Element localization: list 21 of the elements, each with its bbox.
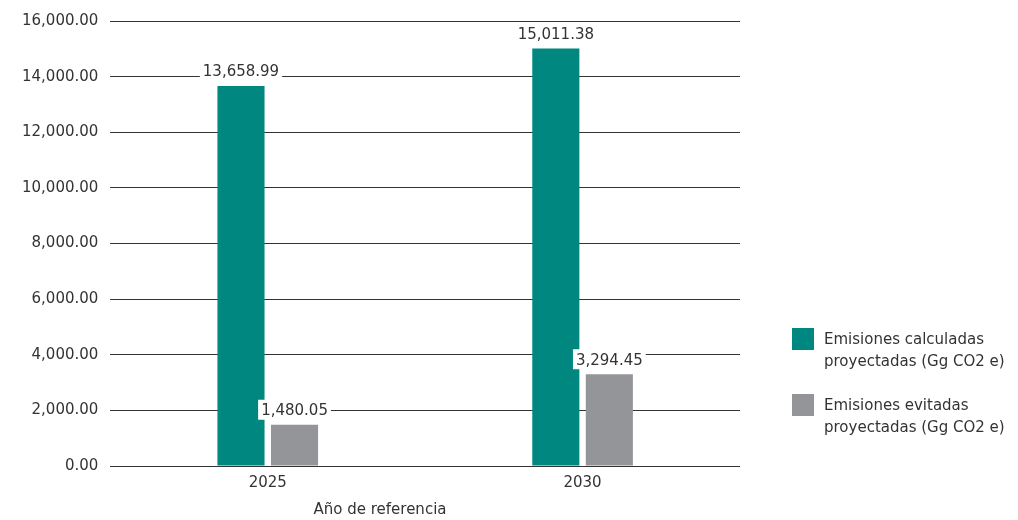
y-tick-label: 12,000.00 [22, 122, 99, 141]
y-tick-label: 6,000.00 [31, 289, 99, 308]
y-tick-label: 0.00 [64, 455, 99, 474]
legend-label: Emisiones calculadas proyectadas (Gg CO2 e) [824, 329, 1006, 372]
y-tick-label: 4,000.00 [31, 344, 99, 363]
y-tick-label: 14,000.00 [22, 66, 99, 85]
legend-label: Emisiones evitadas proyectadas (Gg CO2 e) [824, 395, 1006, 438]
x-tick-label: 2030 [563, 472, 602, 491]
bar [270, 424, 319, 466]
y-tick-label: 10,000.00 [22, 177, 99, 196]
y-tick-label: 16,000.00 [22, 10, 99, 29]
bar [585, 374, 633, 466]
data-label: 15,011.38 [517, 24, 594, 43]
data-label: 3,294.45 [575, 350, 643, 369]
bar [217, 86, 265, 466]
y-tick-label: 2,000.00 [31, 400, 99, 419]
data-label: 1,480.05 [261, 401, 328, 420]
data-label: 13,658.99 [202, 62, 280, 81]
y-tick-label: 8,000.00 [31, 233, 99, 252]
x-axis-title: Año de referencia [312, 500, 448, 518]
x-tick-label: 2025 [248, 472, 287, 491]
